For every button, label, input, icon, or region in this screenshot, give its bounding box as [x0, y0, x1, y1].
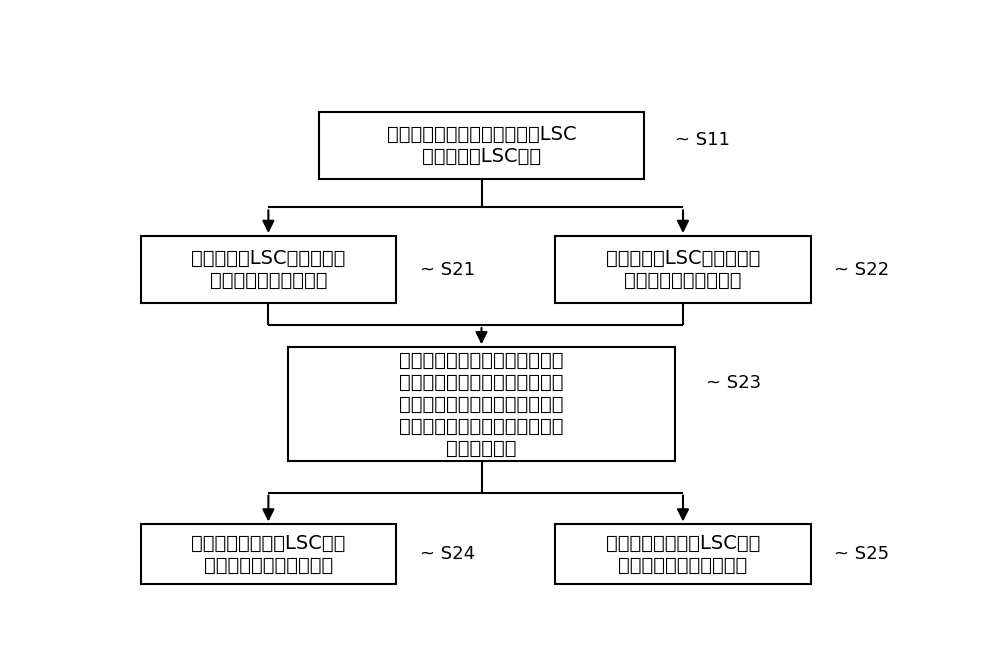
- Text: 对所述样本LSC数据进行检
测，得到样本检测结果: 对所述样本LSC数据进行检 测，得到样本检测结果: [606, 249, 760, 290]
- Text: 根据目标摄像头模组获得标准LSC
数据和样本LSC数据: 根据目标摄像头模组获得标准LSC 数据和样本LSC数据: [387, 125, 576, 166]
- Text: ~ S21: ~ S21: [420, 261, 475, 278]
- Text: 对所述标准LSC数据进行检
测，得到标准检测结果: 对所述标准LSC数据进行检 测，得到标准检测结果: [191, 249, 346, 290]
- FancyBboxPatch shape: [288, 347, 675, 461]
- Text: ~ S11: ~ S11: [675, 131, 730, 149]
- FancyBboxPatch shape: [555, 236, 811, 303]
- Text: ~ S22: ~ S22: [834, 261, 889, 278]
- Text: ~ S23: ~ S23: [706, 374, 761, 392]
- Text: ~ S25: ~ S25: [834, 545, 889, 563]
- FancyBboxPatch shape: [140, 524, 396, 584]
- FancyBboxPatch shape: [319, 112, 644, 179]
- Text: 若否，则确定所述LSC数据
检测设备的检测功能异常: 若否，则确定所述LSC数据 检测设备的检测功能异常: [606, 534, 760, 575]
- FancyBboxPatch shape: [555, 524, 811, 584]
- FancyBboxPatch shape: [140, 236, 396, 303]
- Text: ~ S24: ~ S24: [420, 545, 475, 563]
- Text: 判断所述标准检测结果和所述样
本检测结果是否满足验证条件，
其中，所述验证条件包括所述标
准检测结果为正确且所述样本检
测结果为错误: 判断所述标准检测结果和所述样 本检测结果是否满足验证条件， 其中，所述验证条件包…: [399, 351, 564, 458]
- Text: 若是，则确定所述LSC数据
检测设备的检测功能正常: 若是，则确定所述LSC数据 检测设备的检测功能正常: [191, 534, 346, 575]
